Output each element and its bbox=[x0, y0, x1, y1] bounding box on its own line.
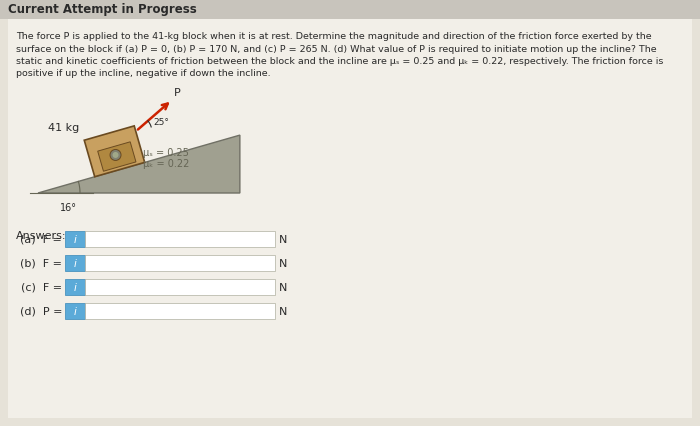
Text: 25°: 25° bbox=[153, 118, 169, 127]
Text: (a)  F =: (a) F = bbox=[20, 234, 62, 245]
Text: P: P bbox=[174, 88, 181, 98]
Bar bbox=[0, 0, 700, 20]
Text: N: N bbox=[279, 306, 288, 316]
Bar bbox=[65, 256, 85, 271]
Bar bbox=[85, 231, 275, 248]
Text: static and kinetic coefficients of friction between the block and the incline ar: static and kinetic coefficients of frict… bbox=[16, 57, 664, 66]
Bar bbox=[85, 279, 275, 295]
Text: positive if up the incline, negative if down the incline.: positive if up the incline, negative if … bbox=[16, 69, 271, 78]
Text: i: i bbox=[74, 306, 76, 316]
Bar bbox=[65, 303, 85, 319]
Text: Answers:: Answers: bbox=[16, 230, 66, 240]
Text: μₛ = 0.25: μₛ = 0.25 bbox=[143, 148, 188, 158]
Text: N: N bbox=[279, 259, 288, 268]
Text: Current Attempt in Progress: Current Attempt in Progress bbox=[8, 3, 197, 17]
Bar bbox=[85, 256, 275, 271]
Circle shape bbox=[113, 153, 118, 158]
Text: i: i bbox=[74, 282, 76, 292]
Bar bbox=[85, 303, 275, 319]
Text: The force P is applied to the 41-kg block when it is at rest. Determine the magn: The force P is applied to the 41-kg bloc… bbox=[16, 32, 652, 41]
Text: N: N bbox=[279, 282, 288, 292]
Text: (c)  F =: (c) F = bbox=[21, 282, 62, 292]
Text: 16°: 16° bbox=[60, 202, 76, 213]
Polygon shape bbox=[98, 142, 136, 172]
Text: i: i bbox=[74, 234, 76, 245]
Polygon shape bbox=[84, 127, 145, 177]
Bar bbox=[65, 231, 85, 248]
Text: 41 kg: 41 kg bbox=[48, 122, 80, 132]
Text: (d)  P =: (d) P = bbox=[20, 306, 62, 316]
Text: surface on the block if (a) P = 0, (b) P = 170 N, and (c) P = 265 N. (d) What va: surface on the block if (a) P = 0, (b) P… bbox=[16, 44, 657, 53]
Circle shape bbox=[110, 150, 121, 161]
Text: i: i bbox=[74, 259, 76, 268]
Polygon shape bbox=[38, 136, 240, 193]
Bar bbox=[65, 279, 85, 295]
Text: (b)  F =: (b) F = bbox=[20, 259, 62, 268]
Text: N: N bbox=[279, 234, 288, 245]
Text: μₖ = 0.22: μₖ = 0.22 bbox=[143, 159, 189, 169]
